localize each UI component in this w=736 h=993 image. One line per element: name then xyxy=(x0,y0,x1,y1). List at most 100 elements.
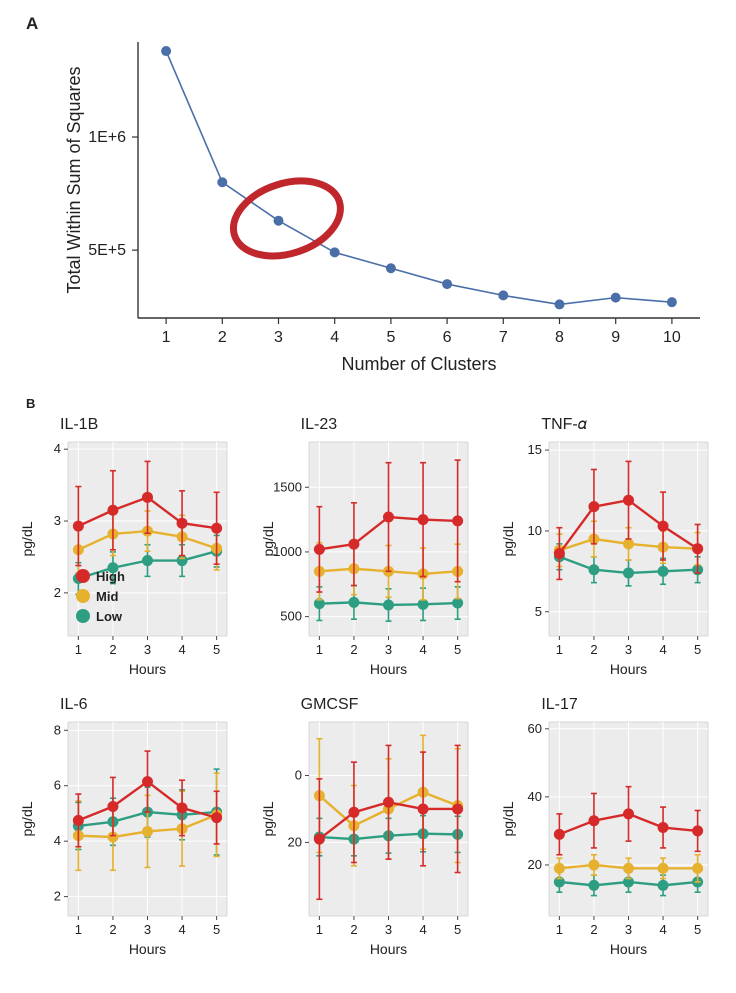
svg-text:3: 3 xyxy=(385,922,392,937)
mini-svg-il23: 1234550010001500Hourspg/dL xyxy=(259,436,474,682)
svg-text:2: 2 xyxy=(350,642,357,657)
svg-text:2: 2 xyxy=(591,922,598,937)
svg-text:2: 2 xyxy=(109,642,116,657)
svg-text:1: 1 xyxy=(75,642,82,657)
svg-text:Number of Clusters: Number of Clusters xyxy=(341,354,496,374)
svg-text:15: 15 xyxy=(528,442,542,457)
panel-b: B IL-1B12345234Hourspg/dLHighMidLowIL-23… xyxy=(18,402,718,966)
svg-text:Hours: Hours xyxy=(610,941,647,957)
svg-text:2: 2 xyxy=(54,889,61,904)
svg-text:Mid: Mid xyxy=(96,589,118,604)
svg-text:5: 5 xyxy=(386,329,395,346)
svg-text:7: 7 xyxy=(499,329,508,346)
svg-text:4: 4 xyxy=(178,922,185,937)
svg-text:3: 3 xyxy=(144,922,151,937)
panel-b-letter: B xyxy=(26,396,35,411)
svg-text:1: 1 xyxy=(162,329,171,346)
svg-text:2: 2 xyxy=(591,642,598,657)
svg-text:2: 2 xyxy=(350,922,357,937)
svg-text:6: 6 xyxy=(54,778,61,793)
svg-text:5: 5 xyxy=(213,642,220,657)
elbow-chart: 123456789105E+51E+6Number of ClustersTot… xyxy=(58,24,718,384)
svg-text:4: 4 xyxy=(660,922,667,937)
svg-text:8: 8 xyxy=(54,722,61,737)
svg-text:pg/dL: pg/dL xyxy=(500,521,516,556)
svg-text:10: 10 xyxy=(663,329,681,346)
svg-text:1000: 1000 xyxy=(273,544,302,559)
panel-a-letter: A xyxy=(26,14,38,34)
svg-text:500: 500 xyxy=(280,609,302,624)
svg-text:4: 4 xyxy=(54,441,61,456)
svg-text:Hours: Hours xyxy=(129,941,166,957)
svg-text:5: 5 xyxy=(535,604,542,619)
svg-text:3: 3 xyxy=(144,642,151,657)
svg-text:9: 9 xyxy=(611,329,620,346)
svg-text:2: 2 xyxy=(54,585,61,600)
mini-title-tnfa: TNF-𝛼 xyxy=(541,416,714,434)
svg-text:Hours: Hours xyxy=(369,941,406,957)
mini-svg-gmcsf: 1 2 3 4 5 20 0 Hours pg/dL xyxy=(259,716,474,962)
svg-text:5: 5 xyxy=(213,922,220,937)
svg-text:0: 0 xyxy=(294,768,301,783)
svg-text:10: 10 xyxy=(528,523,542,538)
svg-text:20: 20 xyxy=(287,834,301,849)
legend-low: Low xyxy=(76,609,123,624)
mini-title-il23: IL-23 xyxy=(301,416,474,434)
mini-svg-tnfa: 1 2 3 4 5 5 10 15 Hours pg/dL xyxy=(499,436,714,682)
svg-text:5E+5: 5E+5 xyxy=(88,242,126,259)
svg-text:5: 5 xyxy=(694,922,701,937)
svg-text:Low: Low xyxy=(96,609,123,624)
svg-text:60: 60 xyxy=(528,721,542,736)
svg-text:pg/dL: pg/dL xyxy=(19,521,35,556)
svg-text:Hours: Hours xyxy=(369,661,406,677)
legend-mid: Mid xyxy=(76,589,118,604)
svg-text:1: 1 xyxy=(315,642,322,657)
svg-text:3: 3 xyxy=(274,329,283,346)
svg-text:40: 40 xyxy=(528,789,542,804)
svg-text:pg/dL: pg/dL xyxy=(260,521,276,556)
panel-b-grid: IL-1B 1 2 3 4 5 2 3 4 Hours pg/dL High Mid Low IL-23 1 2… xyxy=(18,402,718,966)
mini-chart-gmcsf: GMCSF 1 2 3 4 5 20 0 Hours pg/dL xyxy=(259,696,474,966)
svg-text:pg/dL: pg/dL xyxy=(19,801,35,836)
svg-text:2: 2 xyxy=(218,329,227,346)
svg-text:High: High xyxy=(96,569,125,584)
legend-high: High xyxy=(76,569,125,584)
svg-text:5: 5 xyxy=(694,642,701,657)
mini-title-il1b: IL-1B xyxy=(60,416,233,434)
svg-text:4: 4 xyxy=(178,642,185,657)
svg-text:20: 20 xyxy=(528,857,542,872)
mini-title-il17: IL-17 xyxy=(541,696,714,714)
svg-text:3: 3 xyxy=(625,642,632,657)
svg-text:3: 3 xyxy=(625,922,632,937)
mini-chart-il23: IL-231234550010001500Hourspg/dL xyxy=(259,416,474,686)
mini-chart-il6: IL-6123452468Hourspg/dL xyxy=(18,696,233,966)
svg-text:1: 1 xyxy=(315,922,322,937)
svg-text:Hours: Hours xyxy=(610,661,647,677)
mini-svg-il17: 12345204060Hourspg/dL xyxy=(499,716,714,962)
mini-chart-il1b: IL-1B 1 2 3 4 5 2 3 4 Hours pg/dL High Mid Low xyxy=(18,416,233,686)
svg-text:1: 1 xyxy=(75,922,82,937)
figure-page: A 123456789105E+51E+6Number of ClustersT… xyxy=(0,0,736,993)
svg-text:Hours: Hours xyxy=(129,661,166,677)
mini-chart-tnfa: TNF-𝛼 1 2 3 4 5 5 10 15 Hours pg/dL xyxy=(499,416,714,686)
svg-text:1E+6: 1E+6 xyxy=(88,129,126,146)
mini-title-gmcsf: GMCSF xyxy=(301,696,474,714)
svg-text:1500: 1500 xyxy=(273,479,302,494)
svg-text:1: 1 xyxy=(556,642,563,657)
svg-text:4: 4 xyxy=(419,642,426,657)
svg-text:Total Within Sum of Squares: Total Within Sum of Squares xyxy=(64,66,84,293)
svg-text:4: 4 xyxy=(419,922,426,937)
svg-text:3: 3 xyxy=(54,513,61,528)
svg-text:2: 2 xyxy=(109,922,116,937)
mini-svg-il6: 123452468Hourspg/dL xyxy=(18,716,233,962)
svg-text:4: 4 xyxy=(330,329,339,346)
svg-text:pg/dL: pg/dL xyxy=(260,801,276,836)
svg-text:4: 4 xyxy=(660,642,667,657)
mini-chart-il17: IL-1712345204060Hourspg/dL xyxy=(499,696,714,966)
svg-text:pg/dL: pg/dL xyxy=(500,801,516,836)
svg-text:5: 5 xyxy=(454,922,461,937)
svg-text:5: 5 xyxy=(454,642,461,657)
mini-svg-il1b: 1 2 3 4 5 2 3 4 Hours pg/dL High Mid Low xyxy=(18,436,233,682)
mini-title-il6: IL-6 xyxy=(60,696,233,714)
svg-text:8: 8 xyxy=(555,329,564,346)
